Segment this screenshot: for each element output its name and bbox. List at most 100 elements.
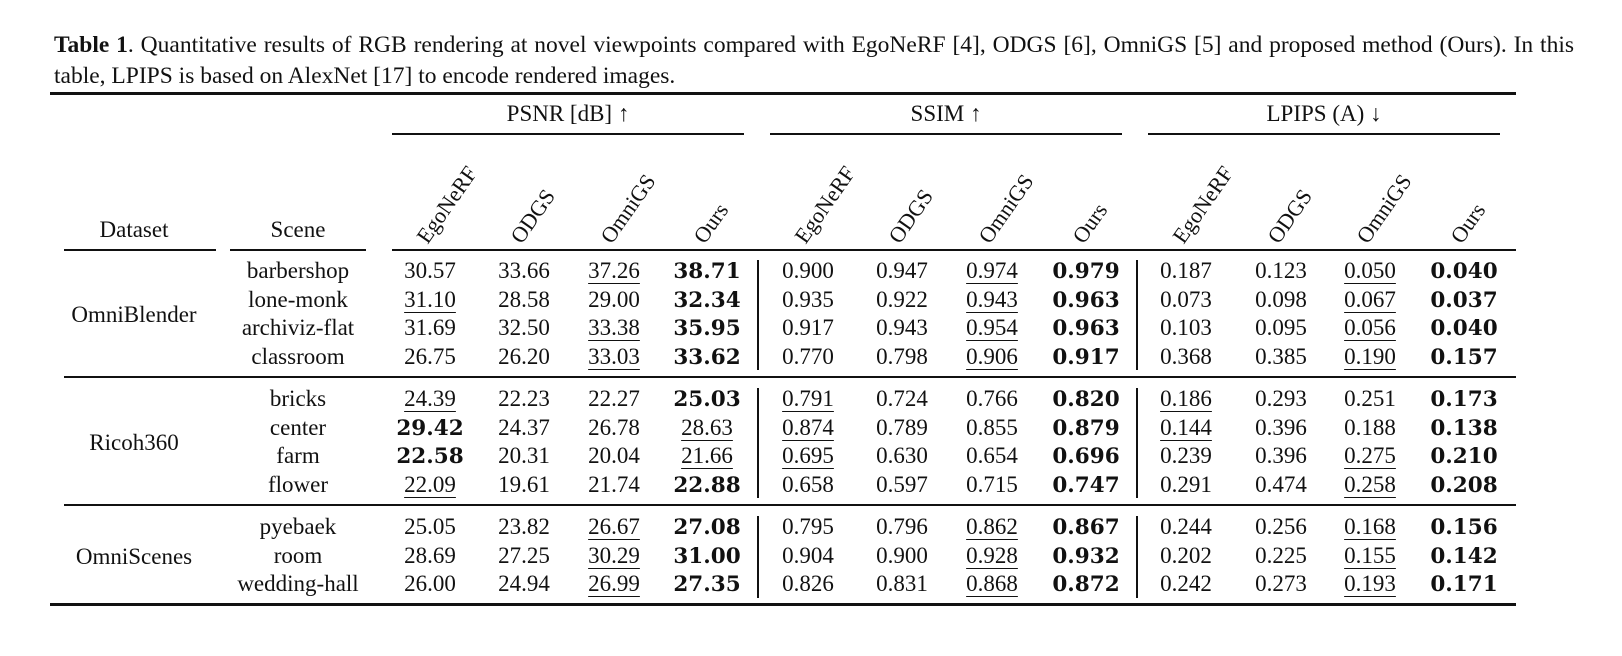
table-cell: 0.696: [1052, 444, 1120, 470]
method-header-ours: Ours: [688, 198, 734, 248]
table-cell: 0.922: [876, 286, 928, 312]
table-cell: 35.95: [673, 316, 741, 342]
table-cell: 0.251: [1344, 386, 1396, 411]
table-cell: 22.09: [404, 471, 456, 497]
table-cell: 0.868: [966, 571, 1018, 597]
table-cell: 0.123: [1255, 258, 1307, 283]
table-cell: 24.39: [404, 386, 456, 411]
table-cell: 21.66: [681, 443, 733, 469]
column-separator: [1136, 260, 1138, 371]
table-cell: 33.03: [588, 343, 640, 369]
table-cell: 0.142: [1430, 543, 1498, 569]
table-cell: 0.368: [1160, 343, 1212, 369]
metric-group-rule: [392, 133, 744, 135]
table-cell: 0.208: [1430, 472, 1498, 498]
table-cell: 24.94: [498, 571, 550, 597]
table-cell: 0.795: [782, 514, 834, 539]
table-cell: 0.872: [1052, 572, 1120, 598]
table-cell: 0.474: [1255, 471, 1307, 497]
table-cell: 0.193: [1344, 571, 1396, 597]
table-cell: 0.963: [1052, 287, 1120, 313]
table-cell: 0.168: [1344, 514, 1396, 539]
table-cell: 24.37: [498, 414, 550, 440]
dataset-name: Ricoh360: [89, 430, 179, 456]
top-rule: [50, 92, 1516, 95]
table-caption: Table 1. Quantitative results of RGB ren…: [54, 30, 1574, 92]
scene-name: classroom: [251, 343, 345, 369]
table-cell: 33.66: [498, 258, 550, 283]
table-cell: 32.50: [498, 315, 550, 341]
table-cell: 0.724: [876, 386, 928, 411]
scene-name: wedding-hall: [237, 571, 359, 597]
table-cell: 0.156: [1430, 515, 1498, 540]
table-cell: 0.766: [966, 386, 1018, 411]
table-cell: 23.82: [498, 514, 550, 539]
table-cell: 0.695: [782, 443, 834, 469]
table-cell: 0.597: [876, 471, 928, 497]
header-rule-dataset: [64, 249, 216, 251]
table-cell: 32.34: [673, 287, 741, 313]
dataset-header: Dataset: [99, 217, 169, 242]
table-cell: 0.073: [1160, 286, 1212, 312]
table-cell: 27.35: [673, 572, 741, 598]
table-cell: 33.38: [588, 315, 640, 341]
table-cell: 0.715: [966, 471, 1018, 497]
table-cell: 0.157: [1430, 344, 1498, 370]
table-cell: 0.067: [1344, 286, 1396, 312]
table-cell: 0.943: [966, 286, 1018, 312]
metric-group-title: SSIM ↑: [910, 101, 982, 126]
column-separator: [757, 388, 759, 499]
bottom-rule: [50, 603, 1516, 606]
block-rule: [64, 376, 1516, 378]
table-cell: 25.03: [673, 387, 741, 412]
table-label: Table 1: [54, 32, 128, 58]
method-header-omnigs: OmniGS: [595, 169, 661, 248]
method-header-egonerf: EgoNeRF: [789, 161, 861, 248]
table-cell: 28.58: [498, 286, 550, 312]
block-rule: [64, 504, 1516, 506]
table-cell: 0.943: [876, 315, 928, 341]
scene-name: room: [273, 542, 323, 568]
table-cell: 0.225: [1255, 542, 1307, 568]
metric-group-rule: [770, 133, 1122, 135]
metric-group-title: LPIPS (A) ↓: [1266, 101, 1382, 126]
table-cell: 22.27: [588, 386, 640, 411]
table-cell: 0.103: [1160, 315, 1212, 341]
table-cell: 0.917: [782, 315, 834, 341]
table-cell: 25.05: [404, 514, 456, 539]
table-cell: 0.056: [1344, 315, 1396, 341]
table-cell: 26.00: [404, 571, 456, 597]
table-cell: 31.10: [404, 286, 456, 312]
table-cell: 0.630: [876, 443, 928, 469]
method-header-ours: Ours: [1445, 198, 1491, 248]
table-cell: 0.904: [782, 542, 834, 568]
table-cell: 0.789: [876, 414, 928, 440]
scene-name: center: [269, 414, 327, 440]
table-cell: 20.31: [498, 443, 550, 469]
table-cell: 0.190: [1344, 343, 1396, 369]
table-cell: 0.974: [966, 258, 1018, 283]
table-cell: 0.138: [1430, 415, 1498, 441]
dataset-name: OmniScenes: [75, 543, 193, 569]
table-cell: 19.61: [498, 471, 550, 497]
table-cell: 31.69: [404, 315, 456, 341]
table-cell: 0.820: [1052, 387, 1120, 412]
table-cell: 0.906: [966, 343, 1018, 369]
caption-text: . Quantitative results of RGB rendering …: [54, 32, 1574, 89]
table-cell: 0.188: [1344, 414, 1396, 440]
table-cell: 27.08: [673, 515, 741, 540]
dataset-name: OmniBlender: [71, 302, 197, 328]
table-cell: 0.867: [1052, 515, 1120, 540]
scene-name: barbershop: [246, 258, 350, 283]
table-cell: 26.75: [404, 343, 456, 369]
table-cell: 26.78: [588, 414, 640, 440]
scene-name: flower: [267, 471, 329, 497]
table-cell: 0.293: [1255, 386, 1307, 411]
table-cell: 22.58: [396, 444, 464, 470]
table-cell: 0.275: [1344, 443, 1396, 469]
scene-name: bricks: [269, 386, 327, 411]
table-cell: 0.095: [1255, 315, 1307, 341]
table-cell: 0.040: [1430, 316, 1498, 342]
scene-name: pyebaek: [259, 514, 337, 539]
